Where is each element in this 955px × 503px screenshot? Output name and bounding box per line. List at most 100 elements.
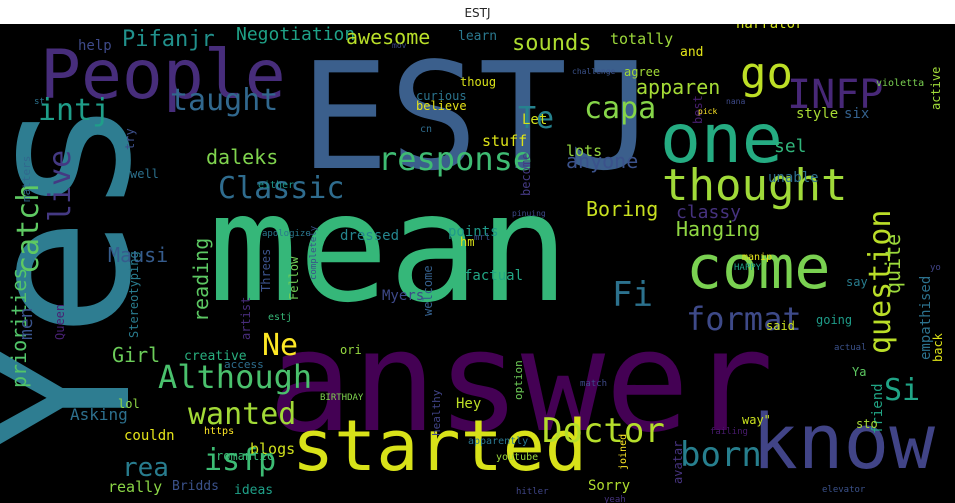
word-let: Let [522, 112, 547, 128]
word-best: best [691, 95, 705, 124]
word-thought: thought [662, 160, 847, 211]
word-rea: rea [122, 453, 169, 483]
word-hey: Hey [456, 396, 481, 412]
word-artist: artist [239, 297, 253, 340]
word-avatar: avatar [671, 441, 685, 484]
word-active: active [929, 67, 943, 110]
word-boring: Boring [586, 197, 658, 221]
word-go: go [740, 48, 793, 99]
word-answer: answer [268, 301, 774, 464]
word-factual: factual [464, 268, 523, 284]
word-asking: Asking [70, 405, 128, 424]
word-born: born [680, 435, 762, 475]
word-wanted: wanted [188, 397, 296, 432]
word-sorry: Sorry [588, 478, 630, 494]
word-happy: HAPPY [734, 263, 762, 273]
word-curious: curious [416, 89, 467, 103]
word-bridds: Bridds [172, 479, 219, 494]
word-yeah: yeah [604, 495, 626, 503]
word-cn: cn [420, 124, 432, 135]
word-narrator: narrator [736, 24, 803, 32]
word-taught: taught [170, 83, 278, 118]
word-https: https [204, 426, 234, 437]
word-classic: Classic [218, 171, 344, 206]
word-response: response [378, 140, 532, 178]
word-girl: Girl [112, 343, 160, 367]
word-estj: ESTJ [300, 31, 656, 203]
word-healthy: healthy [430, 389, 443, 436]
word-pifanjr: Pifanjr [122, 27, 215, 52]
word-infp: INFP [787, 72, 883, 118]
word-format: format [686, 300, 802, 338]
word-lots: lots [566, 142, 602, 160]
word-mov: mov [392, 41, 407, 50]
word-joined: joined [618, 434, 629, 470]
word-isfp: isfp [204, 443, 276, 478]
word-capa: capa [584, 91, 656, 126]
word-say: say [846, 275, 868, 289]
word-reading: reading [189, 238, 213, 322]
word-option: option [512, 360, 525, 400]
word-group: ESTJYesmeananswerPeopleknowstartedoneusu… [0, 24, 945, 503]
word-yes: Yes [0, 97, 176, 458]
word-men: men [16, 307, 37, 340]
word-quite: quite [881, 234, 905, 294]
word-one: one [660, 100, 783, 179]
word-cloud: ESTJYesmeananswerPeopleknowstartedoneusu… [0, 24, 955, 503]
word-try: try [123, 128, 137, 150]
word-failing: failing [710, 427, 748, 437]
cloud-background [0, 24, 955, 503]
word-pick: pick [698, 107, 717, 116]
word-apparently: apparently [468, 436, 528, 447]
word-started: started [292, 405, 587, 487]
word-te: Te [518, 101, 554, 136]
word-challenge: challenge [572, 67, 616, 76]
word-believe: believe [416, 99, 467, 113]
word-ideas: ideas [234, 483, 273, 498]
word-hitler: hitler [516, 487, 549, 497]
word-match: match [580, 379, 607, 389]
word-threes: Threes [259, 249, 273, 292]
word-back: back [931, 332, 945, 362]
word-stuff: stuff [482, 132, 527, 150]
word-really: really [108, 478, 162, 496]
word-question: question [863, 210, 898, 355]
word-learn: learn [458, 29, 497, 44]
word-ori: ori [340, 343, 362, 357]
word-priorities: priorities [7, 268, 31, 388]
word-matters: matters [20, 156, 33, 202]
word-queen: Queen [53, 304, 67, 340]
word-either: either [258, 180, 294, 191]
word-six: six [844, 106, 869, 122]
word-hm: hm [460, 235, 474, 249]
word-mrl: mrl [474, 233, 490, 243]
word-hanging: Hanging [676, 217, 760, 241]
word-creative: creative [184, 349, 247, 364]
word-way: way" [742, 413, 771, 427]
word-friend: friend [870, 383, 886, 434]
word-sel: sel [774, 136, 807, 157]
word-anyone: anyone [566, 149, 638, 173]
word-nana: nana [726, 97, 745, 106]
word-apologize: apologize [262, 229, 311, 239]
word-access: access [224, 358, 264, 371]
word-st: st [34, 97, 45, 107]
word-sounds: sounds [512, 31, 591, 56]
chart-title: ESTJ [464, 6, 491, 20]
word-catch: catch [11, 184, 46, 274]
word-people: People [40, 36, 286, 115]
word-blogs: blogs [250, 440, 295, 458]
word-completely: completely [309, 225, 319, 280]
word-mausi: Mausi [108, 243, 168, 267]
word-birthday: BIRTHDAY [320, 393, 364, 403]
word-help: help [78, 38, 112, 54]
word-totally: totally [610, 30, 673, 48]
word-said: said [766, 319, 795, 333]
word-welcome: welcome [421, 265, 435, 316]
word-ne: Ne [262, 328, 298, 363]
word-doctor: Doctor [542, 411, 665, 451]
word-empathised: empathised [918, 276, 934, 360]
word-intj: intj [38, 93, 110, 128]
word-live: live [43, 150, 78, 222]
word-mean: mean [208, 162, 569, 336]
